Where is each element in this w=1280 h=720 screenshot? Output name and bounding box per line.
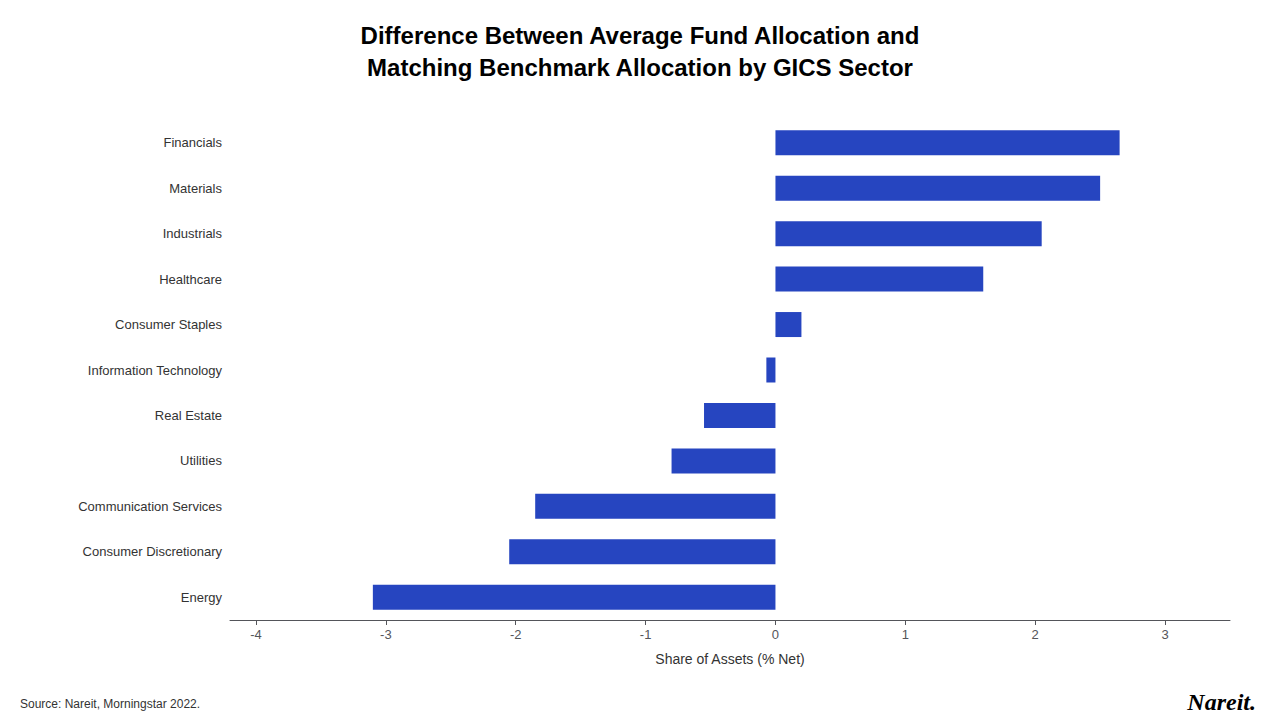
svg-text:2: 2 — [1032, 627, 1039, 642]
svg-text:Real Estate: Real Estate — [155, 408, 222, 423]
svg-text:3: 3 — [1161, 627, 1168, 642]
svg-text:Financials: Financials — [163, 135, 222, 150]
svg-text:0: 0 — [772, 627, 779, 642]
svg-text:Industrials: Industrials — [163, 226, 223, 241]
svg-text:-1: -1 — [640, 627, 652, 642]
svg-text:Difference Between Average Fun: Difference Between Average Fund Allocati… — [361, 22, 920, 49]
svg-text:Source: Nareit, Morningstar 20: Source: Nareit, Morningstar 2022. — [20, 697, 200, 711]
svg-text:Materials: Materials — [169, 181, 222, 196]
svg-text:-2: -2 — [510, 627, 522, 642]
svg-text:Share of Assets (% Net): Share of Assets (% Net) — [655, 651, 804, 667]
svg-text:Nareit.: Nareit. — [1186, 689, 1256, 715]
svg-text:Information Technology: Information Technology — [88, 363, 223, 378]
svg-text:Healthcare: Healthcare — [159, 272, 222, 287]
svg-text:Consumer Discretionary: Consumer Discretionary — [83, 544, 223, 559]
svg-text:1: 1 — [902, 627, 909, 642]
svg-text:Energy: Energy — [181, 590, 223, 605]
svg-text:-4: -4 — [250, 627, 262, 642]
svg-text:-3: -3 — [380, 627, 392, 642]
svg-text:Matching Benchmark Allocation: Matching Benchmark Allocation by GICS Se… — [367, 54, 913, 81]
svg-text:Consumer Staples: Consumer Staples — [115, 317, 222, 332]
svg-text:Communication Services: Communication Services — [78, 499, 222, 514]
svg-text:Utilities: Utilities — [180, 453, 222, 468]
